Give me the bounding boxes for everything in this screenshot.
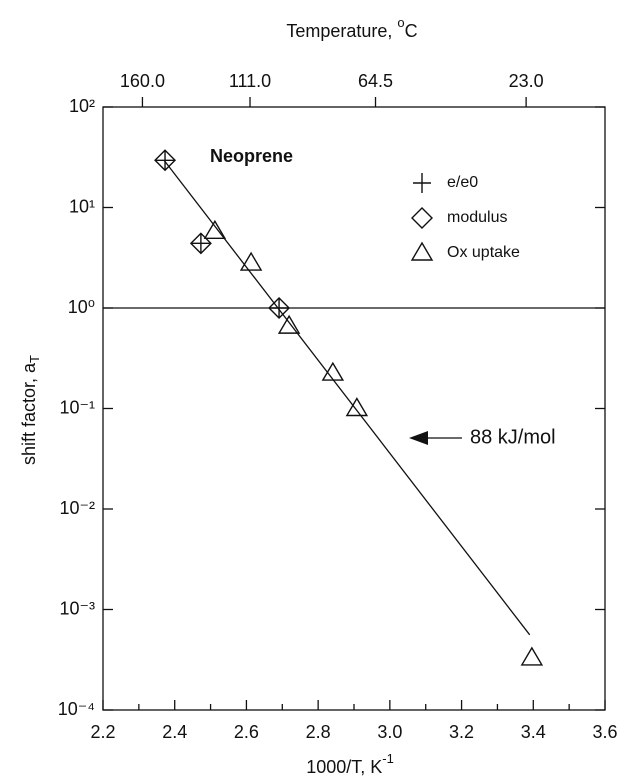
x2-label-text: Temperature, xyxy=(286,21,397,41)
plus-marker xyxy=(413,173,431,193)
y-tick-label: 10⁻⁴ xyxy=(58,699,95,719)
y-tick-label: 10¹ xyxy=(69,196,95,216)
arrow-head xyxy=(409,431,428,445)
x-tick-label: 3.4 xyxy=(521,722,546,742)
y-label-sub: T xyxy=(27,355,42,363)
x2-axis-label: Temperature, oC xyxy=(286,15,417,40)
diamond-marker xyxy=(411,207,433,229)
y-tick-label: 10⁻¹ xyxy=(59,397,95,417)
triangle-marker xyxy=(239,251,263,271)
y-tick-label: 10² xyxy=(69,96,95,116)
plot-frame xyxy=(102,106,606,711)
x2-tick-label: 64.5 xyxy=(358,71,393,91)
y-tick-label: 10⁻³ xyxy=(59,598,95,618)
legend-label: Ox uptake xyxy=(447,244,520,261)
plus-marker xyxy=(156,150,175,171)
x2-label-unit: C xyxy=(405,21,418,41)
legend-label: modulus xyxy=(447,209,507,226)
x2-label-sup: o xyxy=(397,15,404,30)
y-label-text: shift factor, a xyxy=(19,362,39,465)
y-tick-label: 10⁰ xyxy=(68,297,95,317)
x-tick-label: 3.6 xyxy=(592,722,617,742)
plus-marker xyxy=(191,233,210,254)
arrow-label: 88 kJ/mol xyxy=(470,426,556,448)
triangle-marker xyxy=(321,361,345,381)
x-tick-label: 2.8 xyxy=(306,722,331,742)
annotation: Neoprene xyxy=(210,146,293,166)
x-axis-label: 1000/T, K-1 xyxy=(306,751,394,776)
arrow xyxy=(409,431,462,445)
x-tick-label: 2.6 xyxy=(234,722,259,742)
y-tick-label: 10⁻² xyxy=(59,498,95,518)
x2-tick-label: 111.0 xyxy=(229,71,271,91)
plus-marker xyxy=(270,298,289,318)
x-label-sup: -1 xyxy=(382,751,394,766)
triangle-marker xyxy=(410,241,434,261)
x-tick-label: 2.2 xyxy=(90,722,115,742)
triangle-marker xyxy=(203,219,227,239)
x-tick-label: 3.0 xyxy=(377,722,402,742)
x-tick-label: 3.2 xyxy=(449,722,474,742)
legend-label: e/e0 xyxy=(447,174,478,191)
diamond-marker xyxy=(268,297,291,319)
x2-tick-label: 23.0 xyxy=(509,71,544,91)
triangle-marker xyxy=(345,397,369,417)
triangle-marker xyxy=(520,646,544,666)
triangle-marker xyxy=(277,314,301,334)
fit-line xyxy=(163,159,531,636)
diamond-marker xyxy=(154,149,177,172)
y-axis-label: shift factor, aT xyxy=(19,355,43,465)
x2-tick-label: 160.0 xyxy=(120,71,165,91)
x-tick-label: 2.4 xyxy=(162,722,187,742)
diamond-marker xyxy=(189,232,212,255)
x-label-text: 1000/T, K xyxy=(306,757,382,777)
